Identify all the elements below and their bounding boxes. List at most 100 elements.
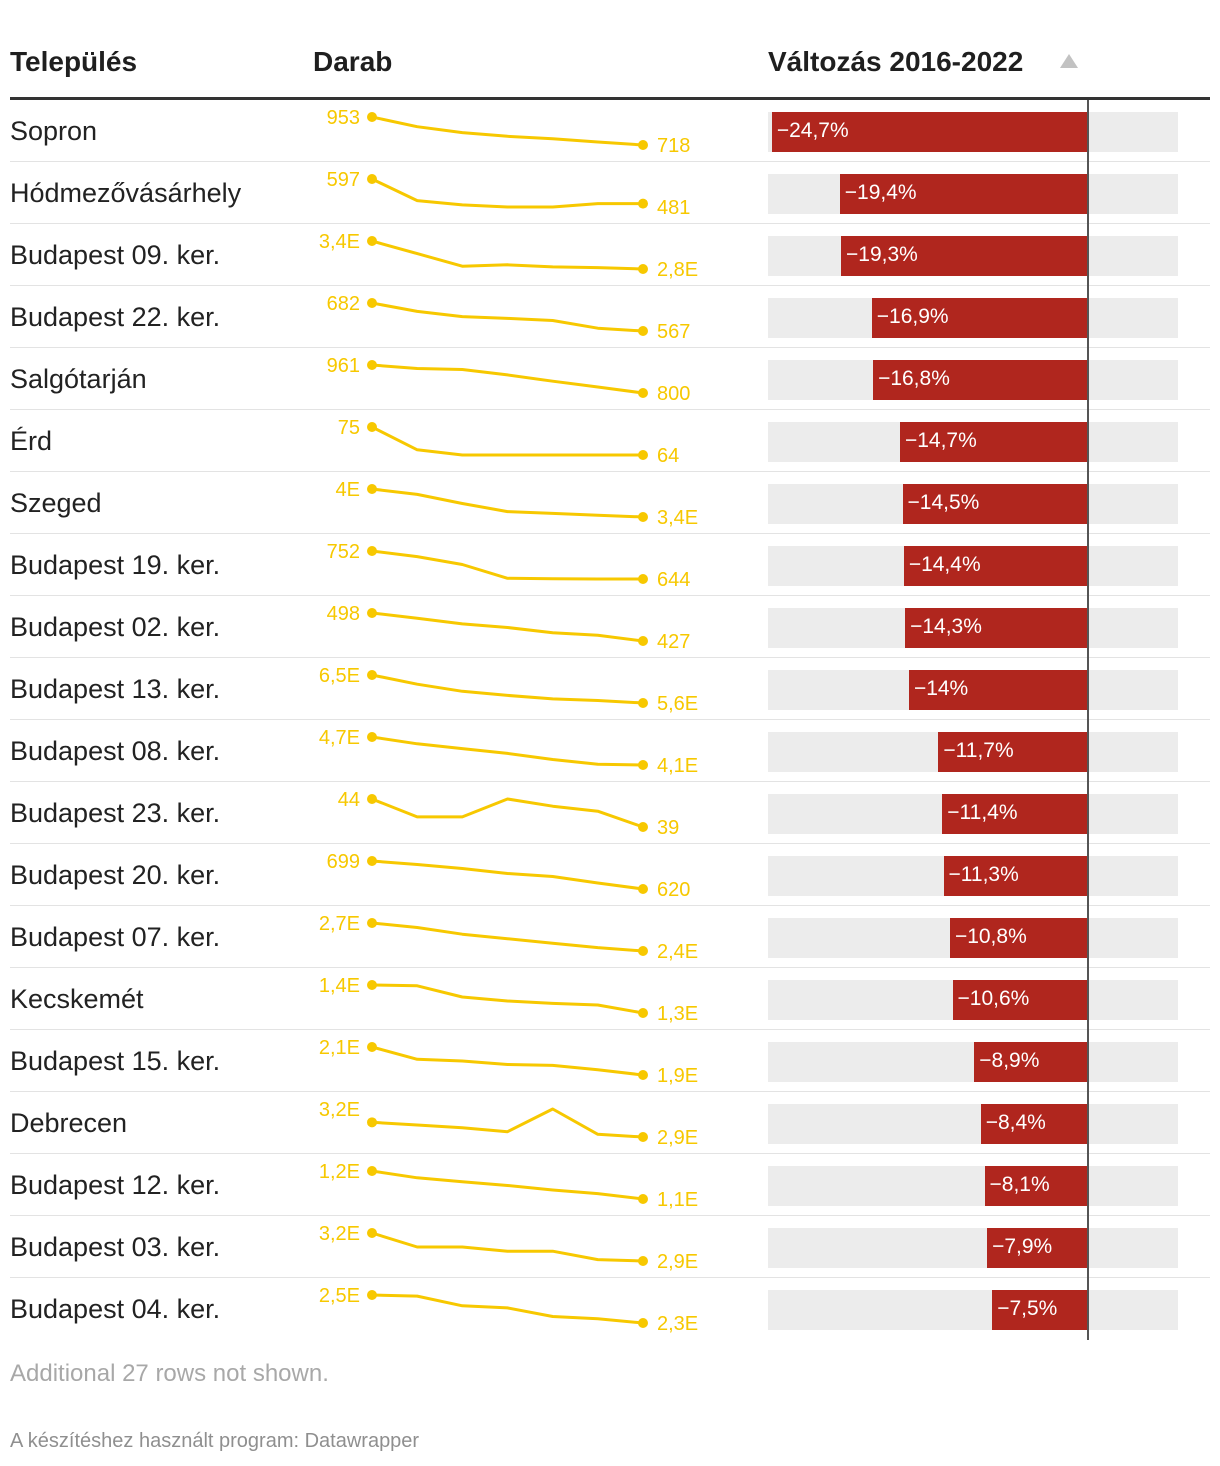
sparkline-end-point bbox=[638, 698, 648, 708]
change-bar bbox=[873, 360, 1089, 400]
bar-background bbox=[768, 1166, 1178, 1206]
row-name: Budapest 09. ker. bbox=[10, 240, 221, 270]
change-label: −24,7% bbox=[776, 119, 849, 142]
sparkline-path bbox=[371, 301, 644, 333]
sparkline-path bbox=[371, 1045, 644, 1077]
sparkline: 44 39 bbox=[338, 789, 680, 839]
sparkline-start-label: 6,5E bbox=[319, 665, 360, 687]
change-label: −14,5% bbox=[907, 491, 980, 514]
sparkline: 3,2E 2,9E bbox=[319, 1099, 698, 1149]
change-bar bbox=[903, 546, 1089, 586]
column-header-telepules[interactable]: Település bbox=[10, 46, 138, 77]
row-name: Budapest 07. ker. bbox=[10, 922, 221, 952]
sparkline: 6,5E 5,6E bbox=[319, 665, 698, 715]
sparkline-start-point bbox=[367, 1117, 377, 1128]
sparkline-start-point bbox=[367, 112, 377, 122]
sparkline: 752 644 bbox=[327, 541, 691, 591]
row-name: Kecskemét bbox=[10, 984, 144, 1014]
row-name: Budapest 22. ker. bbox=[10, 302, 221, 332]
sparkline-start-point bbox=[367, 298, 377, 308]
sparkline-start-label: 699 bbox=[327, 851, 360, 873]
change-label: −11,3% bbox=[948, 863, 1019, 886]
change-label: −10,6% bbox=[957, 987, 1030, 1010]
sparkline-end-point bbox=[638, 636, 648, 646]
sort-ascending-icon[interactable] bbox=[1060, 54, 1078, 68]
sparkline-path bbox=[371, 177, 643, 209]
table-row: Budapest 04. ker. 2,5E 2,3E −7,5% bbox=[10, 1278, 1210, 1340]
sparkline-start-point bbox=[367, 546, 377, 556]
sparkline-start-point bbox=[367, 1228, 377, 1238]
credit-line: A készítéshez használt program: Datawrap… bbox=[10, 1430, 420, 1452]
sparkline-end-label: 3,4E bbox=[657, 507, 698, 529]
table-row: Érd 75 64 −14,7% bbox=[10, 410, 1210, 472]
change-label: −19,3% bbox=[846, 243, 918, 266]
sparkline-path bbox=[371, 1169, 644, 1201]
table-row: Budapest 19. ker. 752 644 −14,4% bbox=[10, 534, 1210, 596]
sparkline-end-point bbox=[638, 1008, 648, 1018]
change-bar bbox=[908, 670, 1089, 710]
sparkline-start-label: 597 bbox=[327, 169, 360, 191]
change-bar bbox=[839, 174, 1089, 214]
table-header: Település Darab Változás 2016-2022 bbox=[10, 40, 1210, 100]
sparkline: 1,4E 1,3E bbox=[319, 975, 698, 1025]
sparkline-path bbox=[371, 673, 644, 705]
sparkline-start-label: 2,1E bbox=[319, 1037, 360, 1059]
change-label: −14,3% bbox=[910, 615, 982, 638]
sparkline-end-point bbox=[638, 1318, 648, 1328]
column-header-valtozas[interactable]: Változás 2016-2022 bbox=[768, 46, 1024, 77]
sparkline-start-point bbox=[367, 422, 377, 432]
sparkline: 1,2E 1,1E bbox=[319, 1161, 698, 1211]
change-bar bbox=[771, 112, 1089, 152]
sparkline-end-label: 4,1E bbox=[657, 755, 698, 777]
bar-background bbox=[768, 1290, 1178, 1330]
table-row: Budapest 20. ker. 699 620 −11,3% bbox=[10, 844, 1210, 906]
more-rows-note: Additional 27 rows not shown. bbox=[10, 1360, 329, 1387]
sparkline-end-point bbox=[638, 760, 648, 770]
sparkline: 699 620 bbox=[327, 851, 691, 901]
table-row: Debrecen 3,2E 2,9E −8,4% bbox=[10, 1092, 1210, 1154]
change-bar bbox=[949, 918, 1089, 958]
sparkline-end-point bbox=[638, 1070, 648, 1080]
sparkline-end-label: 620 bbox=[657, 879, 690, 901]
sparkline-end-label: 427 bbox=[657, 631, 690, 653]
sparkline-start-label: 1,4E bbox=[319, 975, 360, 997]
sparkline-path bbox=[371, 859, 644, 891]
change-label: −7,5% bbox=[997, 1297, 1058, 1320]
change-label: −11,4% bbox=[947, 801, 1018, 824]
sparkline-end-label: 1,1E bbox=[657, 1189, 698, 1211]
change-bar bbox=[952, 980, 1089, 1020]
sparkline-end-label: 644 bbox=[657, 569, 690, 591]
column-header-darab[interactable]: Darab bbox=[313, 46, 393, 77]
row-name: Budapest 03. ker. bbox=[10, 1232, 221, 1262]
sparkline-start-label: 2,7E bbox=[319, 913, 360, 935]
sparkline-start-point bbox=[367, 1290, 377, 1300]
sparkline: 597 481 bbox=[327, 169, 691, 219]
sparkline-start-label: 3,2E bbox=[319, 1099, 360, 1121]
change-bar bbox=[902, 484, 1089, 524]
table-row: Budapest 08. ker. 4,7E 4,1E −11,7% bbox=[10, 720, 1210, 782]
sparkline: 4E 3,4E bbox=[336, 479, 699, 529]
sparkline-path bbox=[371, 363, 644, 395]
table-row: Sopron 953 718 −24,7% bbox=[10, 100, 1210, 162]
sparkline-end-label: 64 bbox=[657, 445, 679, 467]
sparkline-end-point bbox=[638, 198, 648, 209]
sparkline: 2,7E 2,4E bbox=[319, 913, 698, 963]
sparkline-path bbox=[371, 239, 644, 271]
row-name: Budapest 23. ker. bbox=[10, 798, 221, 828]
row-name: Budapest 02. ker. bbox=[10, 612, 221, 642]
table-row: Budapest 23. ker. 44 39 −11,4% bbox=[10, 782, 1210, 844]
row-name: Budapest 20. ker. bbox=[10, 860, 221, 890]
sparkline-path bbox=[371, 1231, 644, 1263]
table-row: Budapest 12. ker. 1,2E 1,1E −8,1% bbox=[10, 1154, 1210, 1216]
table-row: Budapest 13. ker. 6,5E 5,6E −14% bbox=[10, 658, 1210, 720]
change-bar bbox=[905, 608, 1089, 648]
zero-line bbox=[1087, 100, 1090, 1340]
sparkline-end-label: 481 bbox=[657, 197, 690, 219]
sparkline-end-label: 2,8E bbox=[657, 259, 698, 281]
sparkline-end-point bbox=[638, 1194, 648, 1204]
sparkline-path bbox=[371, 797, 644, 829]
sparkline-path bbox=[371, 1107, 644, 1139]
change-label: −14,4% bbox=[908, 553, 981, 576]
change-bar bbox=[974, 1042, 1089, 1082]
sparkline-end-label: 567 bbox=[657, 321, 690, 343]
